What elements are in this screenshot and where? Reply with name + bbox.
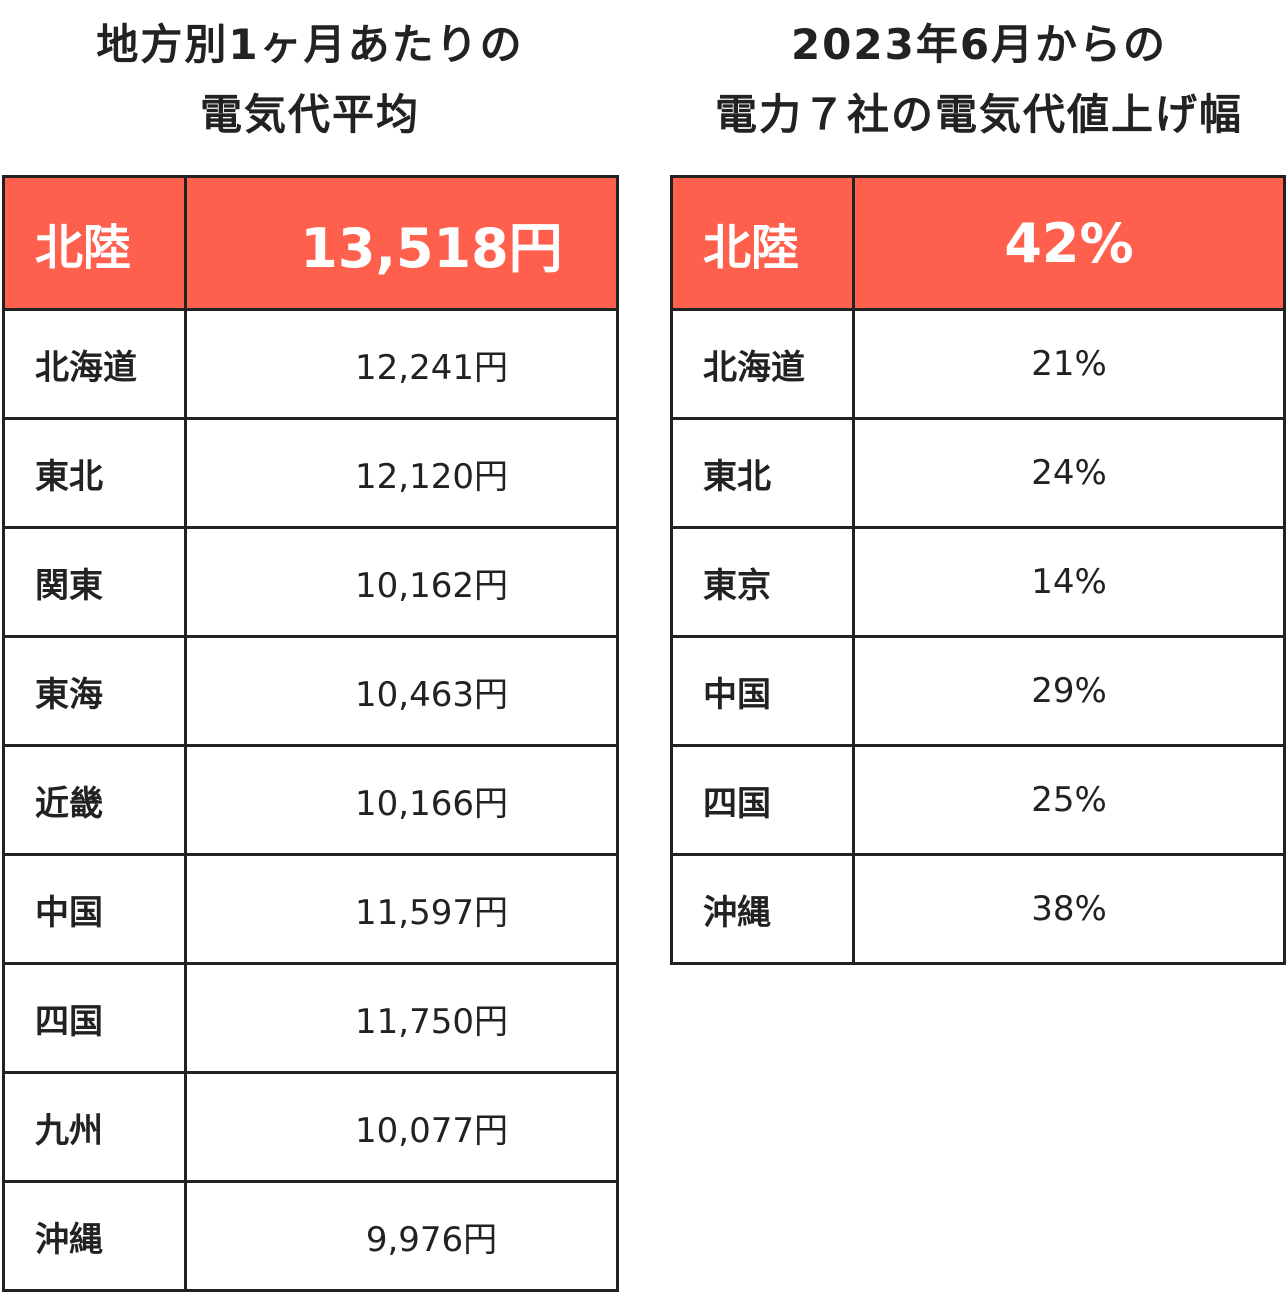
left-title-line-2: 電気代平均 [199,90,420,139]
region-cell: 関東 [2,526,187,638]
table-row: 中国 29% [670,635,1286,747]
table-row: 北海道 12,241円 [2,308,619,420]
value-cell: 9,976円 [184,1180,619,1292]
table-row: 四国 11,750円 [2,962,619,1074]
table-row: 中国 11,597円 [2,853,619,965]
value-cell: 10,166円 [184,744,619,856]
value-cell: 11,750円 [184,962,619,1074]
region-cell: 沖縄 [2,1180,187,1292]
value-cell: 24% [852,417,1286,529]
table-row: 近畿 10,166円 [2,744,619,856]
value-text: 21% [1031,344,1107,384]
region-cell: 東京 [670,526,855,638]
table-row: 東京 14% [670,526,1286,638]
value-cell: 10,077円 [184,1071,619,1183]
table-row-highlight: 北陸 42% [670,175,1286,311]
right-table-title: 2023年6月からの 電力７社の電気代値上げ幅 [670,10,1288,150]
table-row: 東北 12,120円 [2,417,619,529]
highlight-region: 北陸 [2,175,187,311]
highlight-value-cell: 42% [852,175,1286,311]
value-text: 12,241円 [355,347,508,388]
value-cell: 38% [852,853,1286,965]
highlight-value-cell: 13,518円 [184,175,619,311]
region-cell: 中国 [2,853,187,965]
value-cell: 21% [852,308,1286,420]
value-text: 38% [1031,889,1107,929]
region-cell: 東海 [2,635,187,747]
table-row: 東海 10,463円 [2,635,619,747]
value-cell: 11,597円 [184,853,619,965]
price-increase-table: 北陸 42% 北海道 21% 東北 24% 東京 14% 中国 29% 四国 25% 沖縄 38% [670,175,1286,965]
region-cell: 四国 [670,744,855,856]
left-title-line-1: 地方別1ヶ月あたりの [96,20,524,69]
region-cell: 中国 [670,635,855,747]
value-text: 9,976円 [365,1219,498,1260]
value-cell: 12,120円 [184,417,619,529]
value-cell: 25% [852,744,1286,856]
value-cell: 10,463円 [184,635,619,747]
region-cell: 北海道 [2,308,187,420]
value-text: 11,597円 [355,892,508,933]
table-row: 沖縄 9,976円 [2,1180,619,1292]
value-text: 10,166円 [355,783,508,824]
value-text: 29% [1031,671,1107,711]
region-cell: 北海道 [670,308,855,420]
value-text: 25% [1031,780,1107,820]
table-row: 沖縄 38% [670,853,1286,965]
price-increase-body: 北陸 42% 北海道 21% 東北 24% 東京 14% 中国 29% 四国 25% 沖縄 38% [670,175,1286,965]
value-text: 24% [1031,453,1107,493]
value-cell: 12,241円 [184,308,619,420]
region-cell: 沖縄 [670,853,855,965]
table-row: 北海道 21% [670,308,1286,420]
value-text: 12,120円 [355,456,508,497]
table-row-highlight: 北陸 13,518円 [2,175,619,311]
value-text: 10,077円 [355,1110,508,1151]
highlight-value: 42% [1004,211,1134,275]
left-table-title: 地方別1ヶ月あたりの 電気代平均 [0,10,620,150]
value-text: 11,750円 [355,1001,508,1042]
value-cell: 14% [852,526,1286,638]
region-cell: 東北 [670,417,855,529]
table-row: 四国 25% [670,744,1286,856]
table-row: 関東 10,162円 [2,526,619,638]
table-row: 九州 10,077円 [2,1071,619,1183]
value-text: 10,162円 [355,565,508,606]
region-cell: 近畿 [2,744,187,856]
region-cell: 東北 [2,417,187,529]
right-title-line-2: 電力７社の電気代値上げ幅 [714,90,1243,139]
highlight-region: 北陸 [670,175,855,311]
regional-average-cost-body: 北陸 13,518円 北海道 12,241円 東北 12,120円 関東 10,162円東… [2,175,619,1292]
table-row: 東北 24% [670,417,1286,529]
value-text: 14% [1031,562,1107,602]
value-text: 10,463円 [355,674,508,715]
region-cell: 九州 [2,1071,187,1183]
right-title-line-1: 2023年6月からの [790,20,1168,69]
region-cell: 四国 [2,962,187,1074]
highlight-value: 13,518円 [300,216,563,280]
value-cell: 10,162円 [184,526,619,638]
value-cell: 29% [852,635,1286,747]
regional-average-cost-table: 北陸 13,518円 北海道 12,241円 東北 12,120円 関東 10,162円東… [2,175,619,1292]
